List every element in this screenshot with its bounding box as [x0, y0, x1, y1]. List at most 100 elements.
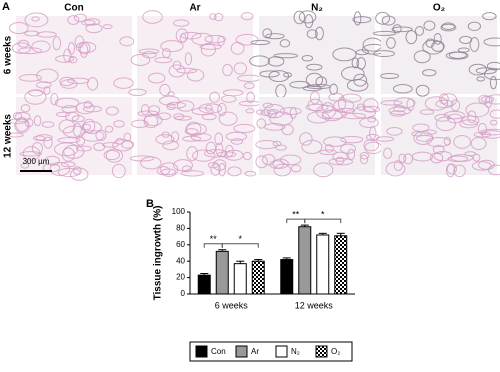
- tissue: [76, 145, 92, 152]
- tissue: [174, 115, 192, 121]
- tissue: [468, 63, 487, 76]
- row-label: 12 weeks: [3, 114, 14, 158]
- image-bg: [137, 16, 253, 94]
- tissue: [470, 137, 487, 150]
- tissue: [192, 149, 216, 162]
- tissue: [137, 110, 159, 117]
- tissue: [255, 155, 268, 169]
- y-tick-label: 20: [176, 273, 185, 282]
- tissue: [44, 155, 60, 166]
- tissue: [305, 72, 324, 88]
- tissue: [233, 62, 248, 75]
- tissue: [55, 111, 70, 118]
- tissue: [373, 50, 395, 58]
- tissue: [340, 135, 364, 144]
- tissue: [33, 115, 42, 127]
- tissue: [204, 34, 226, 44]
- tissue: [372, 30, 397, 36]
- tissue: [489, 119, 498, 126]
- tissue: [483, 37, 500, 47]
- significance-bracket: [221, 243, 259, 248]
- tissue: [186, 146, 199, 161]
- tissue: [54, 97, 80, 109]
- tissue: [59, 76, 75, 87]
- tissue: [315, 76, 328, 88]
- tissue: [267, 110, 277, 119]
- tissue: [265, 33, 285, 40]
- tissue: [161, 168, 177, 176]
- tissue: [352, 16, 372, 24]
- tissue: [82, 118, 96, 134]
- histology-image: [128, 10, 261, 97]
- tissue: [12, 112, 23, 121]
- tissue: [332, 151, 348, 162]
- tissue: [221, 94, 237, 103]
- row-label: 6 weeks: [3, 35, 14, 74]
- tissue: [473, 131, 492, 138]
- tissue: [283, 72, 293, 78]
- tissue: [315, 26, 324, 41]
- tissue: [398, 153, 407, 164]
- tissue: [250, 39, 271, 46]
- tissue: [218, 111, 238, 126]
- histology-image: [255, 91, 383, 178]
- tissue: [191, 32, 213, 46]
- tissue: [61, 105, 78, 114]
- tissue: [166, 103, 176, 111]
- bar: [197, 274, 211, 295]
- tissue: [159, 83, 171, 97]
- tissue: [209, 91, 220, 103]
- tissue: [50, 92, 59, 106]
- tissue: [279, 39, 291, 48]
- tissue: [8, 22, 29, 35]
- tissue: [424, 96, 449, 111]
- tissue: [140, 104, 150, 116]
- tissue: [335, 156, 345, 165]
- tissue: [41, 121, 55, 128]
- tissue: [425, 38, 435, 48]
- tissue: [128, 88, 147, 97]
- tissue: [227, 166, 242, 177]
- tissue: [214, 13, 224, 22]
- column-header: N₂: [311, 3, 323, 14]
- tissue: [301, 139, 323, 154]
- significance-label: *: [321, 209, 325, 219]
- tissue: [246, 91, 255, 104]
- tissue: [235, 33, 259, 46]
- tissue: [255, 139, 279, 150]
- tissue: [269, 160, 285, 169]
- bar: [298, 226, 312, 295]
- tissue: [113, 120, 125, 128]
- tissue: [222, 63, 233, 77]
- tissue: [130, 54, 151, 66]
- tissue: [67, 42, 76, 55]
- tissue: [176, 100, 195, 112]
- tissue: [79, 42, 89, 58]
- tissue: [342, 112, 367, 120]
- tissue: [414, 25, 425, 36]
- tissue: [482, 12, 497, 21]
- x-tick-label: 6 weeks: [215, 300, 249, 310]
- tissue: [67, 77, 90, 85]
- tissue: [154, 57, 173, 64]
- tissue: [35, 134, 53, 142]
- tissue: [159, 162, 179, 177]
- tissue: [138, 48, 160, 55]
- scale-bar-label: 300 µm: [23, 157, 50, 166]
- histology-image: [372, 11, 500, 97]
- tissue: [476, 76, 486, 82]
- tissue: [273, 53, 299, 59]
- tissue: [322, 109, 347, 120]
- tissue: [347, 148, 356, 161]
- tissue: [393, 97, 416, 109]
- tissue: [341, 66, 365, 81]
- tissue: [485, 94, 500, 105]
- tissue: [31, 142, 43, 155]
- tissue: [260, 109, 271, 117]
- tissue: [431, 40, 445, 52]
- tissue: [180, 170, 205, 177]
- histology-image: [129, 91, 261, 177]
- tissue: [381, 15, 396, 26]
- significance-bracket: [304, 218, 342, 224]
- tissue: [391, 26, 413, 33]
